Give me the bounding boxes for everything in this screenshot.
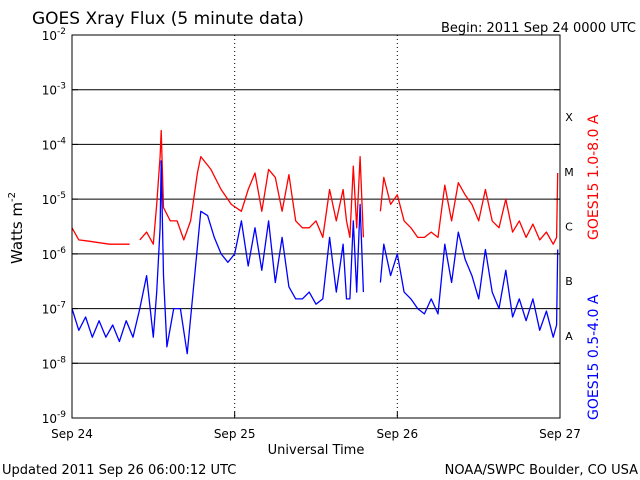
y-tick-label: 10-2 — [42, 27, 66, 43]
series-line — [379, 172, 559, 245]
flare-class-label: X — [565, 111, 573, 124]
flare-class-labels: X M C B A — [564, 111, 574, 343]
updated-timestamp: Updated 2011 Sep 26 06:00:12 UTC — [2, 463, 236, 478]
x-axis-label: Universal Time — [268, 443, 365, 458]
flare-class-label: B — [565, 275, 573, 288]
y-tick-label: 10-7 — [42, 301, 66, 317]
legend-series-long: GOES15 1.0-8.0 A — [586, 114, 602, 240]
y-tick-label: 10-3 — [42, 82, 66, 98]
flare-class-label: C — [565, 221, 573, 234]
y-axis-label-exp: -2 — [7, 192, 18, 202]
legend-series-short: GOES15 0.5-4.0 A — [586, 294, 602, 420]
y-axis-label: Watts m-2 — [7, 192, 26, 264]
begin-label: Begin: 2011 Sep 24 0000 UTC — [441, 21, 636, 36]
y-tick-label: 10-5 — [42, 191, 66, 207]
flare-class-label: M — [564, 166, 574, 179]
y-axis-ticks: 10-2 10-3 10-4 10-5 10-6 10-7 10-8 10-9 — [42, 27, 560, 426]
day-dividers — [234, 35, 398, 418]
data-source: NOAA/SWPC Boulder, CO USA — [445, 463, 638, 478]
x-tick-label: Sep 27 — [539, 427, 581, 441]
chart-title: GOES Xray Flux (5 minute data) — [32, 9, 304, 29]
y-axis-label-base: Watts m — [8, 202, 26, 264]
series-line — [71, 227, 130, 245]
plot-frame — [71, 34, 561, 419]
y-tick-label: 10-8 — [42, 355, 67, 371]
x-axis-ticks: Sep 24 Sep 25 Sep 26 Sep 27 — [51, 412, 581, 441]
x-tick-label: Sep 25 — [214, 427, 256, 441]
series-line — [139, 129, 365, 245]
series-line — [71, 160, 365, 355]
y-tick-label: 10-6 — [42, 246, 67, 262]
y-tick-label: 10-4 — [42, 136, 67, 152]
x-tick-label: Sep 24 — [51, 427, 93, 441]
y-tick-label: 10-9 — [42, 410, 67, 426]
x-tick-label: Sep 26 — [376, 427, 418, 441]
horizontal-grid — [72, 89, 560, 364]
flare-class-label: A — [565, 330, 573, 343]
series-line — [379, 231, 559, 338]
series-layer — [71, 129, 559, 355]
